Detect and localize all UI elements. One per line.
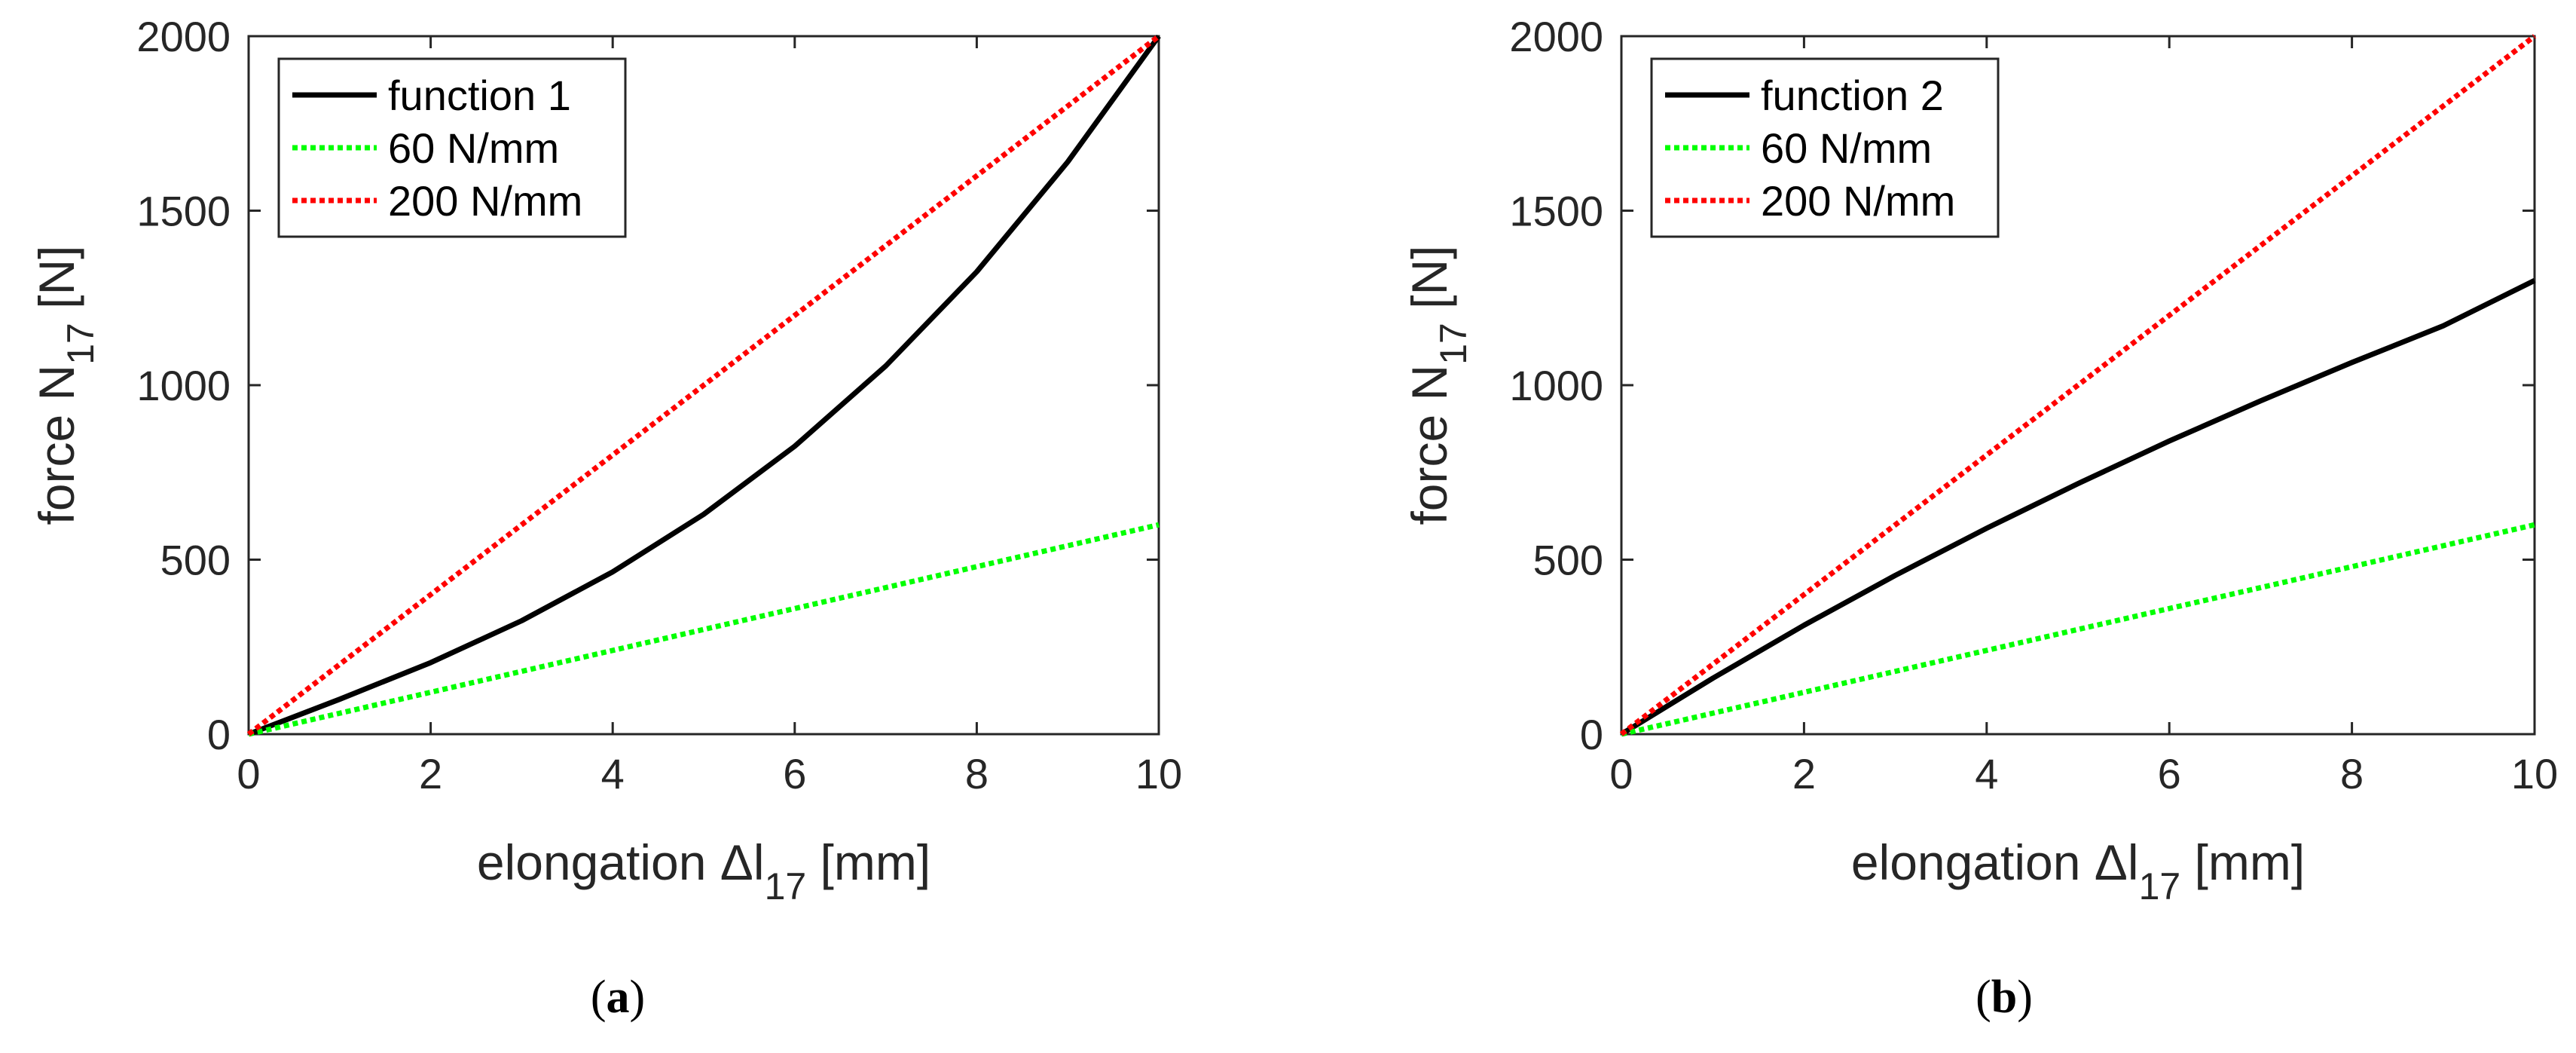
x-tick-label: 4 (601, 750, 625, 797)
chart-panel-b: 0 2 4 6 8 10 0 500 1000 1500 2000 function 2 60 N/mm… (1401, 13, 2558, 1023)
series-group (246, 34, 1161, 737)
series-line-200-n-mm (246, 34, 1161, 736)
x-tick-label: 2 (419, 750, 442, 797)
y-tick-label: 0 (207, 711, 231, 758)
series-line-function-2 (1620, 277, 2536, 736)
x-axis-label-subscript: 17 (765, 865, 807, 908)
y-axis-label-unit: [N] (29, 245, 84, 323)
legend-label: 60 N/mm (388, 124, 559, 172)
legend-label: function 2 (1761, 72, 1944, 119)
legend-label: 200 N/mm (1761, 177, 1955, 225)
y-tick-label: 1000 (136, 362, 231, 409)
caption-open-paren: ( (1976, 972, 1991, 1023)
x-axis-label: elongation Δl17 [mm] (477, 834, 930, 908)
x-axis-ticks: 0 2 4 6 8 10 (237, 36, 1182, 797)
caption-letter: b (1991, 972, 2017, 1023)
x-tick-label: 8 (965, 750, 989, 797)
y-axis-label: force N17 [N] (1401, 245, 1474, 525)
y-axis-label-text: force N (1401, 365, 1457, 525)
x-tick-label: 2 (1792, 750, 1816, 797)
y-tick-label: 1500 (1509, 188, 1603, 235)
x-tick-label: 8 (2340, 750, 2364, 797)
legend: function 2 60 N/mm 200 N/mm (1650, 57, 2000, 238)
y-tick-label: 500 (1533, 537, 1603, 584)
y-axis-ticks: 0 500 1000 1500 2000 (1509, 13, 2535, 758)
series-line-function-1 (247, 34, 1161, 737)
x-axis-label-text: elongation (477, 834, 720, 890)
y-tick-label: 2000 (136, 13, 231, 60)
x-axis-label-unit: [mm] (806, 834, 930, 890)
series-group (1619, 34, 2537, 737)
y-axis-label-subscript: 17 (60, 323, 102, 365)
y-tick-label: 1000 (1509, 362, 1603, 409)
y-tick-label: 500 (160, 537, 231, 584)
y-axis-label: force N17 [N] (29, 245, 102, 525)
x-axis-label-delta: Δ (2095, 834, 2128, 890)
x-tick-label: 4 (1975, 750, 1998, 797)
caption-close-paren: ) (2017, 972, 2033, 1023)
legend-box (1650, 57, 2000, 238)
y-tick-label: 0 (1580, 711, 1603, 758)
x-axis-ticks: 0 2 4 6 8 10 (1609, 36, 2558, 797)
legend-label: 200 N/mm (388, 177, 582, 225)
series-line-200-n-mm (1619, 34, 2537, 736)
y-axis-label-unit: [N] (1401, 245, 1457, 323)
legend: function 1 60 N/mm 200 N/mm (277, 57, 627, 238)
x-axis-label-text: elongation (1851, 834, 2095, 890)
legend-box (277, 57, 627, 238)
y-axis-label-subscript: 17 (1432, 323, 1474, 365)
x-axis-label-variable: l (753, 834, 765, 890)
x-axis-label-delta: Δ (720, 834, 753, 890)
x-axis-label-variable: l (2128, 834, 2139, 890)
panel-caption: (a) (591, 972, 645, 1023)
x-tick-label: 0 (1609, 750, 1633, 797)
panel-caption: (b) (1976, 972, 2033, 1023)
y-tick-label: 2000 (1509, 13, 1603, 60)
x-tick-label: 6 (2158, 750, 2181, 797)
y-tick-label: 1500 (136, 188, 231, 235)
legend-label: 60 N/mm (1761, 124, 1932, 172)
x-tick-label: 10 (2511, 750, 2558, 797)
caption-open-paren: ( (591, 972, 607, 1023)
series-line-60-n-mm (248, 522, 1160, 737)
x-tick-label: 10 (1135, 750, 1182, 797)
y-axis-ticks: 0 500 1000 1500 2000 (136, 13, 1159, 758)
caption-close-paren: ) (630, 972, 646, 1023)
series-line-60-n-mm (1621, 522, 2535, 737)
legend-label: function 1 (388, 72, 571, 119)
x-axis-label-subscript: 17 (2139, 865, 2181, 908)
x-tick-label: 6 (783, 750, 806, 797)
chart-panel-a: 0 2 4 6 8 10 0 500 1000 1500 2000 function 1 60 N/mm… (29, 13, 1182, 1023)
caption-letter: a (607, 972, 630, 1023)
x-axis-label: elongation Δl17 [mm] (1851, 834, 2305, 908)
y-axis-label-text: force N (29, 365, 84, 525)
x-axis-label-unit: [mm] (2180, 834, 2305, 890)
x-tick-label: 0 (237, 750, 260, 797)
